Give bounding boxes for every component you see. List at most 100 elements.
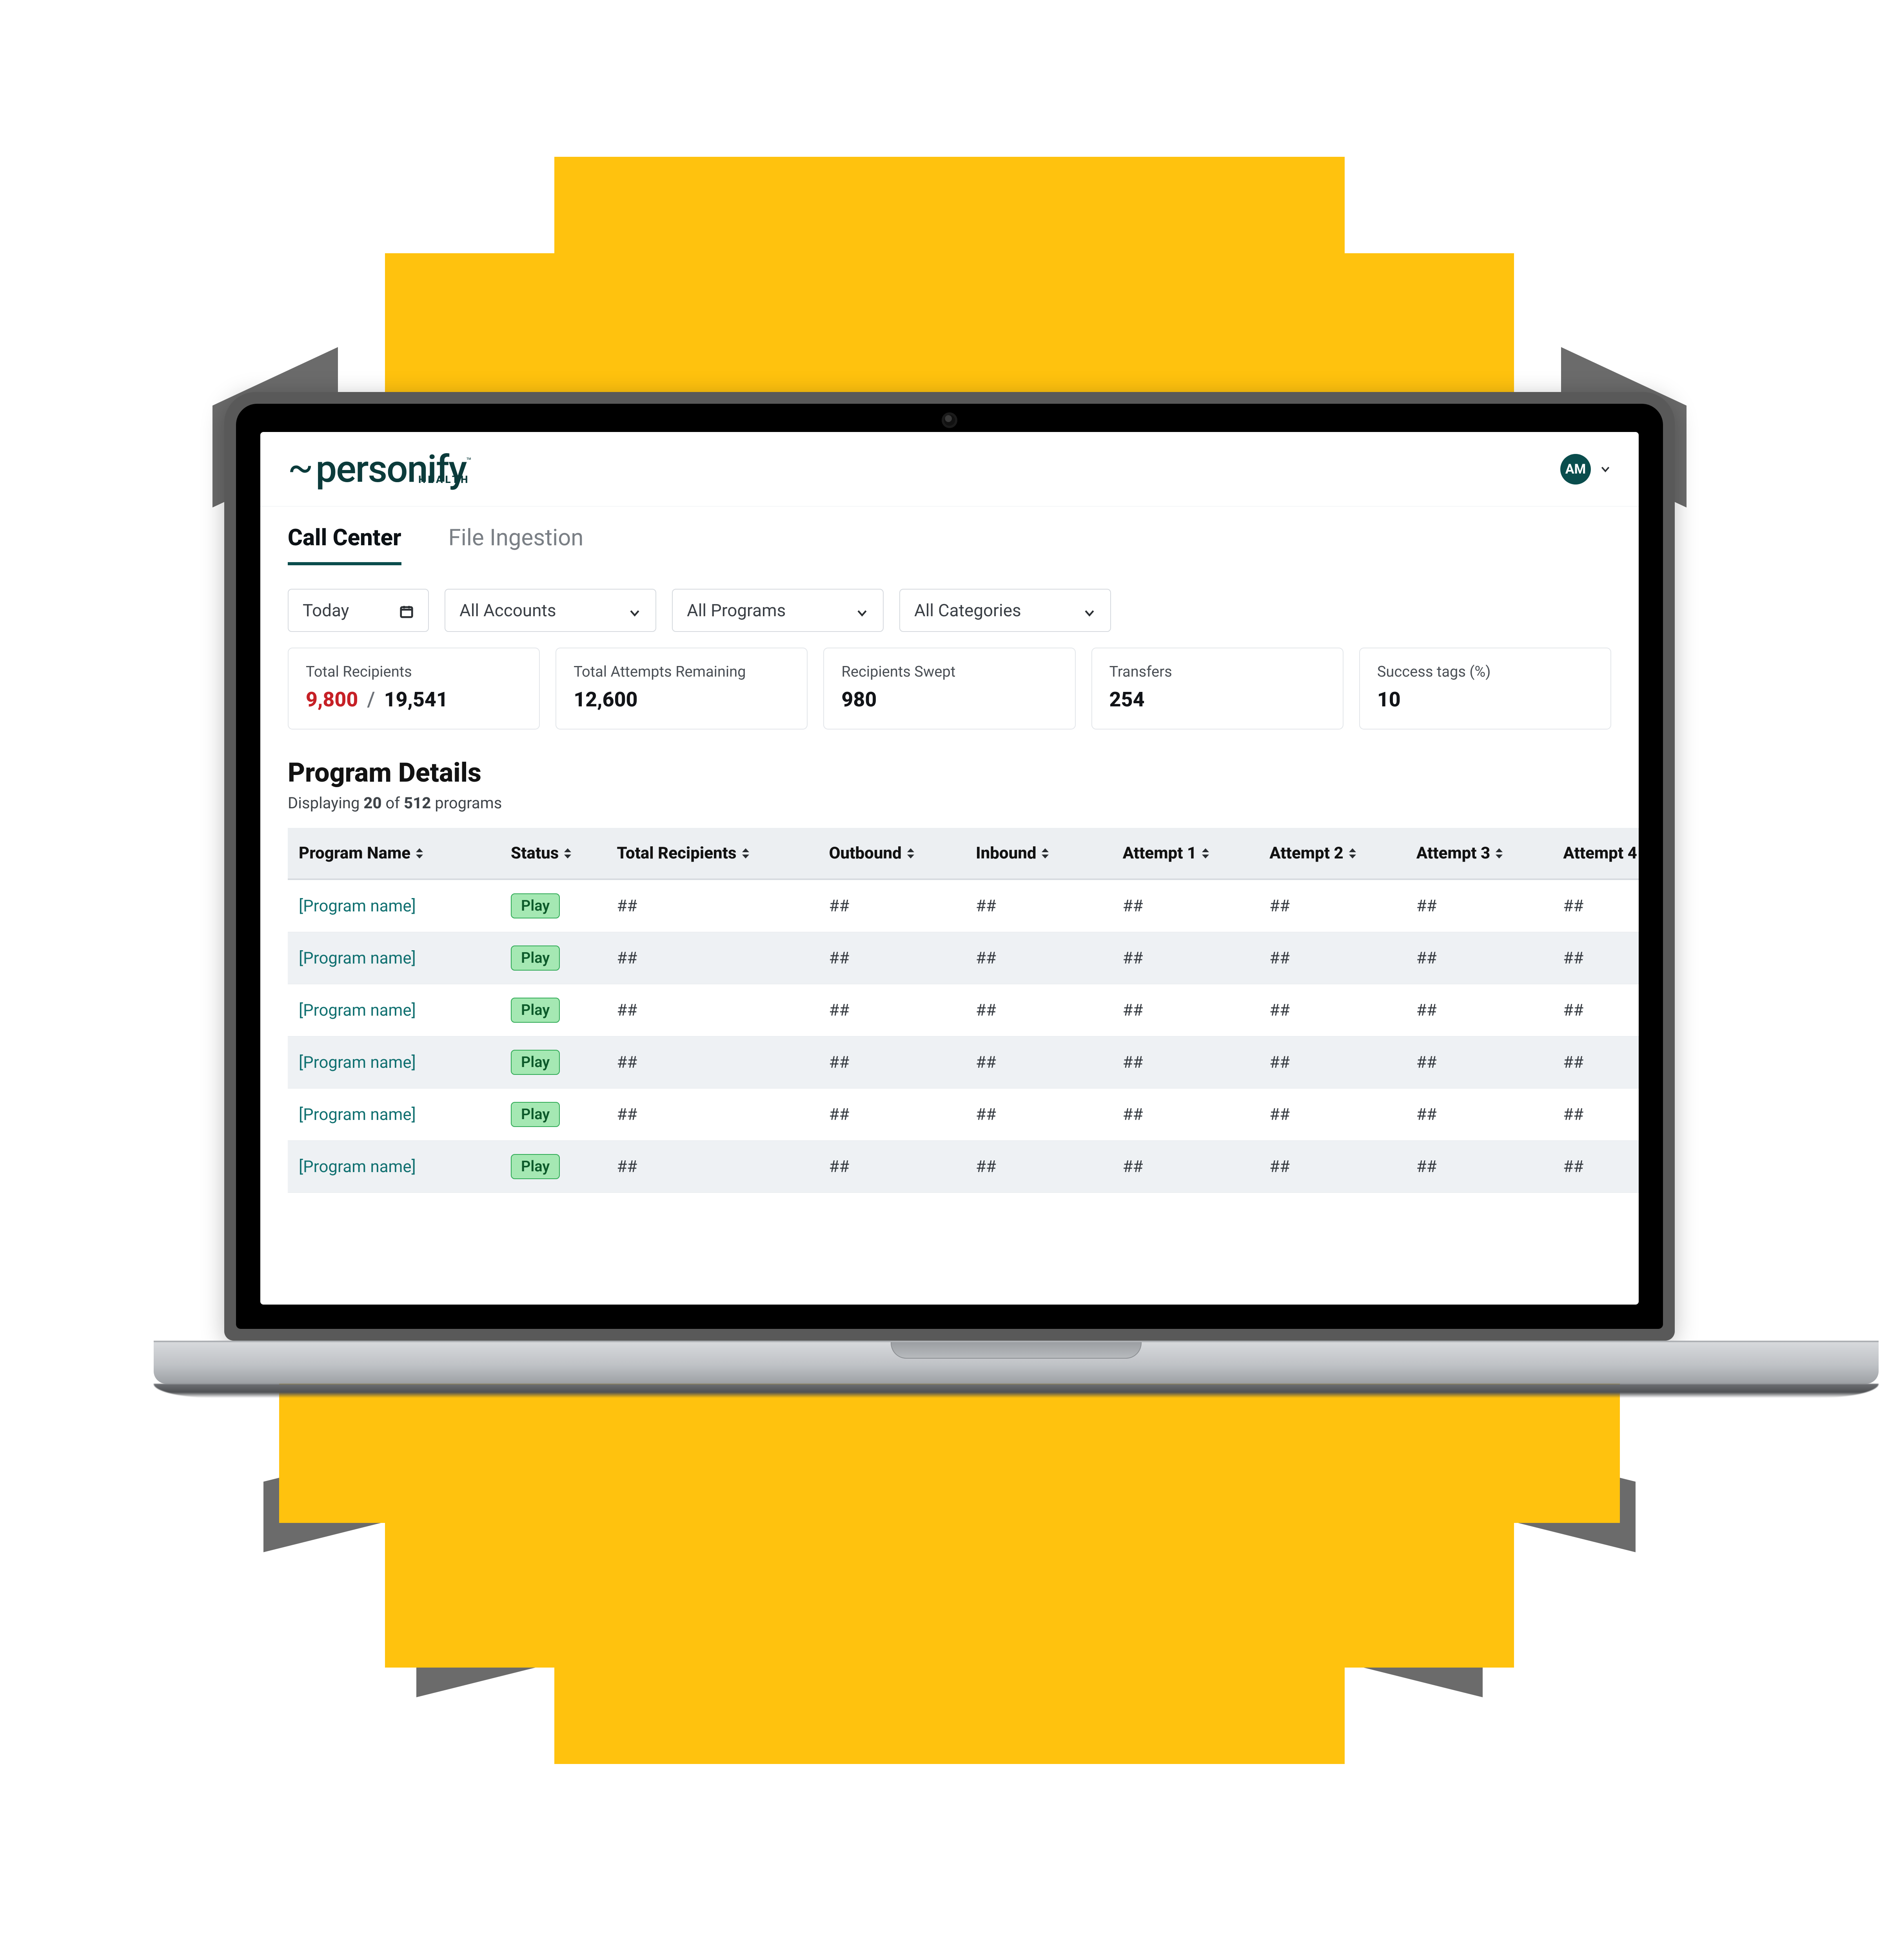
tab-call-center[interactable]: Call Center — [288, 524, 401, 565]
table-cell: ## — [606, 984, 818, 1036]
stat-value: 12,600 — [574, 688, 790, 711]
brand-logo[interactable]: ~ personify ™ HEALTH — [288, 447, 528, 491]
table-column-header[interactable]: Status — [500, 828, 606, 879]
sort-icon[interactable] — [1202, 848, 1211, 860]
laptop-trackpad-notch — [891, 1342, 1142, 1359]
filter-programs[interactable]: All Programs — [672, 589, 884, 632]
column-label: Attempt 3 — [1416, 844, 1490, 863]
stat-recipients-swept: Recipients Swept 980 — [823, 648, 1075, 730]
sort-icon[interactable] — [1496, 848, 1504, 860]
table-row: [Program name]Play############## — [288, 932, 1639, 984]
chevron-down-icon — [628, 604, 641, 617]
table-cell: ## — [818, 932, 965, 984]
table-row: [Program name]Play############## — [288, 1036, 1639, 1089]
filter-categories-label: All Categories — [914, 600, 1021, 621]
section-subtitle: Displaying 20 of 512 programs — [288, 794, 1611, 812]
status-pill-play[interactable]: Play — [511, 946, 560, 971]
table-column-header[interactable]: Inbound — [965, 828, 1112, 879]
table-cell: ## — [818, 1141, 965, 1193]
sort-icon[interactable] — [416, 848, 425, 860]
status-pill-play[interactable]: Play — [511, 998, 560, 1023]
laptop-base — [154, 1341, 1879, 1384]
section-title: Program Details — [288, 757, 1611, 788]
table-cell: ## — [1405, 984, 1552, 1036]
programs-table: Program Name Status Total Recipients Outbou… — [288, 828, 1639, 1193]
column-label: Total Recipients — [617, 844, 737, 863]
stat-value: 9,800 / 19,541 — [306, 688, 522, 711]
stat-value: 254 — [1109, 688, 1325, 711]
column-label: Attempt 2 — [1269, 844, 1343, 863]
table-column-header[interactable]: Attempt 1 — [1112, 828, 1259, 879]
program-name-link[interactable]: [Program name] — [299, 1157, 416, 1176]
column-label: Attempt 1 — [1123, 844, 1196, 863]
column-label: Attempt 4 — [1563, 844, 1637, 863]
column-label: Program Name — [299, 844, 410, 863]
table-cell: ## — [1405, 1141, 1552, 1193]
status-pill-play[interactable]: Play — [511, 1102, 560, 1127]
stat-label: Success tags (%) — [1377, 663, 1593, 681]
program-name-link[interactable]: [Program name] — [299, 897, 416, 916]
program-name-link[interactable]: [Program name] — [299, 1105, 416, 1124]
laptop-bezel-outer: ~ personify ™ HEALTH AM — [224, 392, 1675, 1341]
filter-accounts-label: All Accounts — [459, 600, 556, 621]
table-cell: ## — [1112, 879, 1259, 932]
program-name-link[interactable]: [Program name] — [299, 949, 416, 968]
stat-value: 980 — [841, 688, 1057, 711]
user-menu[interactable]: AM — [1560, 454, 1611, 485]
filter-date-label: Today — [303, 600, 349, 621]
stat-attempts-remaining: Total Attempts Remaining 12,600 — [556, 648, 808, 730]
status-pill-play[interactable]: Play — [511, 893, 560, 918]
laptop-mockup: ~ personify ™ HEALTH AM — [154, 392, 1745, 1398]
brand-subtitle: HEALTH — [418, 474, 470, 486]
table-cell: ## — [1112, 1089, 1259, 1141]
sort-icon[interactable] — [742, 848, 751, 860]
app-header: ~ personify ™ HEALTH AM — [260, 432, 1639, 506]
program-name-link[interactable]: [Program name] — [299, 1001, 416, 1020]
table-cell: ## — [1552, 1141, 1639, 1193]
table-column-header[interactable]: Attempt 3 — [1405, 828, 1552, 879]
laptop-camera — [944, 415, 955, 426]
section-sub-total: 512 — [404, 794, 431, 812]
calendar-icon — [399, 603, 414, 618]
table-cell: ## — [1112, 984, 1259, 1036]
table-column-header[interactable]: Total Recipients — [606, 828, 818, 879]
table-column-header[interactable]: Outbound — [818, 828, 965, 879]
filter-programs-label: All Programs — [687, 600, 786, 621]
section-sub-text: of — [382, 794, 404, 812]
filter-accounts[interactable]: All Accounts — [445, 589, 656, 632]
filter-date[interactable]: Today — [288, 589, 429, 632]
table-column-header[interactable]: Attempt 4 — [1552, 828, 1639, 879]
laptop-base-shadow — [154, 1384, 1879, 1398]
table-cell: ## — [818, 984, 965, 1036]
table-row: [Program name]Play############## — [288, 1141, 1639, 1193]
table-cell: ## — [965, 932, 1112, 984]
table-cell: ## — [965, 984, 1112, 1036]
filter-categories[interactable]: All Categories — [899, 589, 1111, 632]
table-column-header[interactable]: Program Name — [288, 828, 500, 879]
table-cell: ## — [818, 1089, 965, 1141]
status-pill-play[interactable]: Play — [511, 1154, 560, 1179]
sort-icon[interactable] — [907, 848, 916, 860]
stat-success-tags: Success tags (%) 10 — [1359, 648, 1611, 730]
table-cell: ## — [1258, 879, 1405, 932]
table-cell: ## — [818, 879, 965, 932]
sort-icon[interactable] — [1042, 848, 1050, 860]
tabs: Call Center File Ingestion — [260, 506, 1639, 565]
table-cell: ## — [606, 932, 818, 984]
table-cell: ## — [1552, 1089, 1639, 1141]
table-cell: ## — [606, 879, 818, 932]
table-cell: ## — [965, 879, 1112, 932]
program-name-link[interactable]: [Program name] — [299, 1053, 416, 1072]
section-sub-count: 20 — [363, 794, 381, 812]
tab-file-ingestion[interactable]: File Ingestion — [448, 524, 584, 565]
stat-value-red: 9,800 — [306, 688, 358, 711]
status-pill-play[interactable]: Play — [511, 1050, 560, 1075]
sort-icon[interactable] — [564, 848, 573, 860]
section-sub-text: programs — [431, 794, 502, 812]
filter-bar: Today All Accounts All Pro — [260, 565, 1639, 648]
sort-icon[interactable] — [1349, 848, 1358, 860]
table-row: [Program name]Play############## — [288, 879, 1639, 932]
table-cell: ## — [1258, 1089, 1405, 1141]
table-column-header[interactable]: Attempt 2 — [1258, 828, 1405, 879]
column-label: Inbound — [976, 844, 1036, 863]
